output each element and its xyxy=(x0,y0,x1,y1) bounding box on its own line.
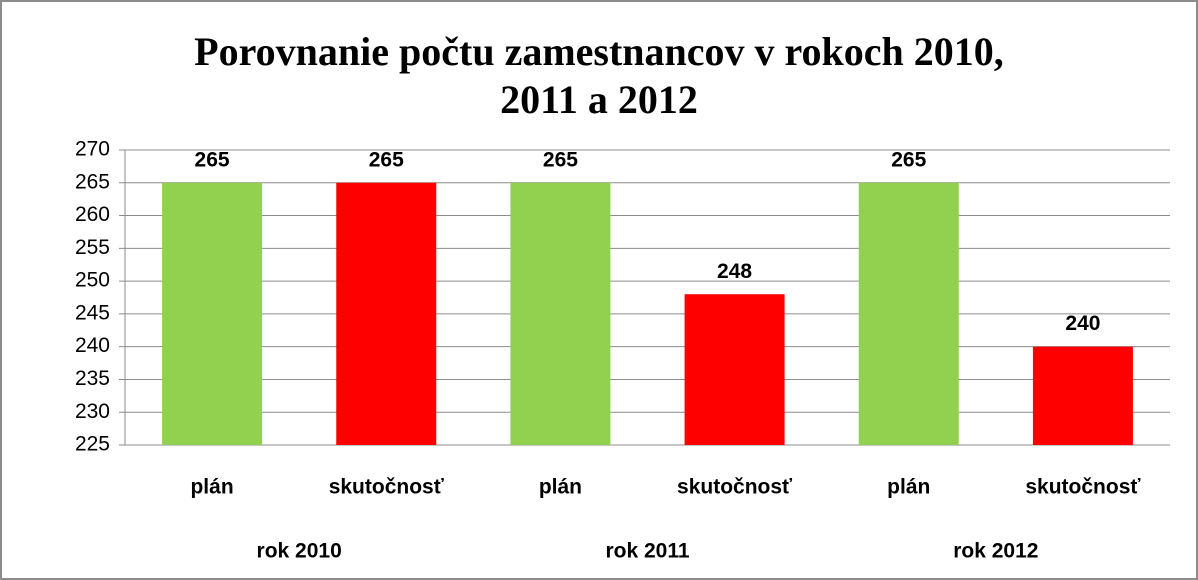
x-tick-label: plán xyxy=(539,476,582,499)
y-tick-label: 270 xyxy=(75,138,110,161)
group-label: rok 2010 xyxy=(257,540,342,563)
data-label: 240 xyxy=(1065,312,1100,335)
y-tick-label: 240 xyxy=(75,334,110,357)
group-label: rok 2011 xyxy=(605,540,689,563)
bar xyxy=(1032,346,1133,445)
group-label: rok 2012 xyxy=(953,540,1038,563)
y-tick-label: 235 xyxy=(75,367,110,390)
bar xyxy=(336,182,437,445)
y-tick-label: 245 xyxy=(75,301,110,324)
chart-title: Porovnanie počtu zamestnancov v rokoch 2… xyxy=(194,29,1004,122)
y-tick-label: 250 xyxy=(75,269,110,292)
data-label: 265 xyxy=(891,148,926,171)
data-label: 265 xyxy=(369,148,404,171)
x-tick-label: plán xyxy=(190,476,233,499)
x-tick-label: skutočnosť xyxy=(1025,476,1141,499)
bar xyxy=(858,182,959,445)
data-label: 248 xyxy=(717,260,752,283)
y-tick-label: 225 xyxy=(75,433,110,456)
data-label: 265 xyxy=(543,148,578,171)
data-label: 265 xyxy=(195,148,230,171)
x-tick-label: skutočnosť xyxy=(329,476,445,499)
y-tick-label: 260 xyxy=(75,203,110,226)
y-tick-label: 230 xyxy=(75,400,110,423)
x-tick-label: plán xyxy=(887,476,930,499)
x-tick-label: skutočnosť xyxy=(677,476,793,499)
bar xyxy=(510,182,611,445)
bar xyxy=(684,294,785,445)
bar xyxy=(162,182,263,445)
y-tick-label: 255 xyxy=(75,236,110,259)
y-tick-label: 265 xyxy=(75,170,110,193)
